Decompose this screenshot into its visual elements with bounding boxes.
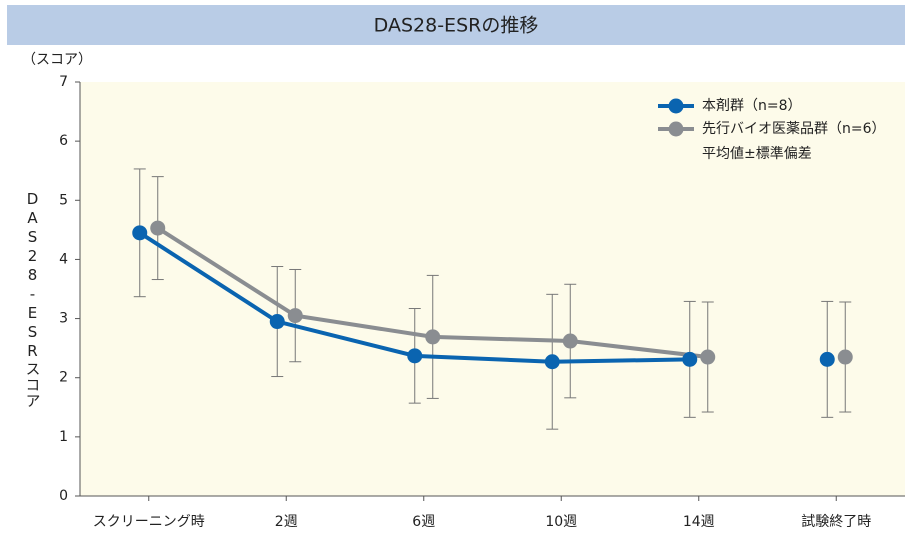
y-tick-label: 3 — [59, 311, 68, 327]
x-tick-label: 6週 — [412, 514, 435, 530]
data-point — [700, 349, 716, 365]
legend-marker — [668, 98, 684, 114]
data-point — [132, 225, 148, 241]
legend-label: 本剤群（n=8） — [702, 98, 802, 114]
x-tick-label: 14週 — [683, 514, 715, 530]
data-point — [682, 351, 698, 367]
x-tick-label: 試験終了時 — [801, 514, 871, 530]
plot-area — [80, 82, 905, 496]
data-point — [837, 349, 853, 365]
y-tick-label: 0 — [59, 488, 68, 504]
data-point — [269, 314, 285, 330]
y-tick-label: 2 — [59, 370, 68, 386]
y-tick-label: 7 — [59, 74, 68, 90]
y-tick-label: 6 — [59, 133, 68, 149]
data-point — [544, 354, 560, 370]
legend-marker — [668, 121, 684, 137]
y-tick-label: 1 — [59, 429, 68, 445]
data-point — [407, 348, 423, 364]
x-tick-label: 2週 — [275, 514, 298, 530]
y-tick-label: 4 — [59, 251, 68, 267]
data-point — [562, 333, 578, 349]
legend-label: 先行バイオ医薬品群（n=6） — [702, 121, 886, 137]
data-point — [150, 220, 166, 236]
x-tick-label: スクリーニング時 — [93, 514, 205, 530]
chart-title: DAS28-ESRの推移 — [374, 15, 539, 37]
data-point — [819, 351, 835, 367]
error-note: 平均値±標準偏差 — [702, 146, 812, 162]
title-banner — [7, 5, 905, 45]
data-point — [425, 329, 441, 345]
y-axis-label: DAS28-ESRスコア — [24, 190, 42, 409]
x-tick-label: 10週 — [545, 514, 577, 530]
y-unit: （スコア） — [22, 52, 92, 68]
data-point — [287, 308, 303, 324]
y-tick-label: 5 — [59, 192, 68, 208]
